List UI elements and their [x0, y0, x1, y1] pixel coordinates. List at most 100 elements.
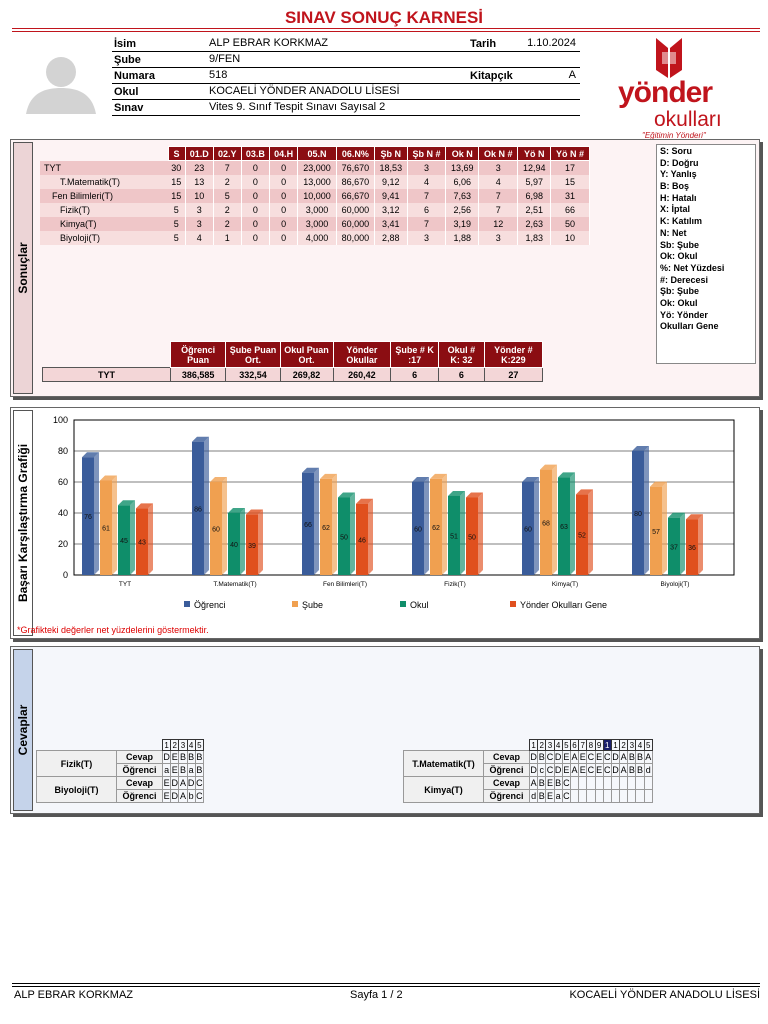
results-header: S	[167, 146, 186, 161]
answer-key-cell: B	[627, 750, 637, 764]
answer-key-cell: B	[186, 750, 196, 764]
results-row-label: Biyoloji(T)	[40, 230, 168, 245]
answer-key-cell: A	[619, 750, 629, 764]
answer-corner	[404, 740, 530, 751]
logo-slogan: "Eğitimin Yönderi"	[642, 131, 706, 140]
answer-key-cell: E	[561, 750, 571, 764]
answer-key-cell: E	[545, 776, 555, 790]
answer-key-cell: D	[553, 750, 563, 764]
results-cell: 3	[478, 230, 519, 245]
bar-top	[430, 473, 447, 479]
results-cell: 23,000	[297, 160, 337, 175]
legend-entry: Yö: Yönder	[660, 309, 708, 320]
bar	[430, 478, 442, 575]
results-cell: 5,97	[517, 174, 551, 189]
answer-row-cevap: Fizik(T) Cevap D E B B B	[36, 750, 204, 777]
answer-key-cell: D	[528, 750, 539, 764]
student-answer-cell: E	[170, 763, 180, 777]
question-number: 4	[553, 739, 563, 751]
info-value: KOCAELİ YÖNDER ANADOLU LİSESİ	[209, 85, 400, 97]
legend-entry: Şb: Şube	[660, 286, 700, 297]
results-header-row: S 01.D 02.Y 03.B 04.H 05.N 06.N% Şb N Şb N # Ok N…	[40, 146, 591, 161]
bar-top	[650, 481, 667, 487]
answer-subject: T.Matematik(T)	[403, 750, 484, 777]
legend-entry: S: Soru	[660, 146, 693, 156]
bar-top	[412, 477, 429, 482]
results-header: 04.H	[268, 146, 299, 161]
summary-header: Okul # K: 32	[437, 341, 485, 368]
bar-side	[112, 475, 117, 575]
question-number: 6	[569, 739, 580, 751]
bar-side	[148, 503, 153, 575]
student-answer-cell: E	[578, 763, 588, 777]
bar-top	[210, 477, 227, 482]
results-cell: 4	[185, 230, 214, 245]
results-cell: 3	[478, 160, 519, 175]
results-header: 06.N%	[335, 146, 376, 161]
info-label-2: Kitapçık	[470, 70, 513, 82]
info-value-2: A	[568, 69, 576, 81]
results-cell: 12	[478, 216, 519, 231]
bar	[100, 480, 112, 575]
bar-side	[130, 500, 135, 575]
bar-value-label: 51	[450, 533, 458, 540]
summary-row-label: TYT	[42, 367, 171, 382]
logo-word1: yönder	[618, 76, 713, 109]
results-cell: 7	[478, 202, 519, 217]
bar-value-label: 76	[84, 514, 92, 521]
results-row-label: Fizik(T)	[40, 202, 168, 217]
results-cell: 3,000	[297, 216, 337, 231]
answer-key-cell: C	[561, 776, 571, 790]
bar-side	[94, 452, 99, 575]
student-answer-cell: E	[561, 763, 571, 777]
y-tick-label: 80	[58, 446, 68, 456]
results-cell: 7	[213, 160, 242, 175]
bar-top	[192, 436, 209, 442]
info-value: 518	[209, 69, 228, 81]
answer-corner	[37, 740, 163, 751]
results-cell: 9,12	[374, 174, 408, 189]
x-tick-label: Fen Bilimleri(T)	[323, 581, 367, 588]
bar-side	[332, 473, 337, 575]
legend-entry: %: Net Yüzdesi	[660, 262, 725, 273]
bar-top	[558, 472, 575, 478]
y-tick-label: 0	[63, 570, 68, 580]
answers-tab: Cevaplar	[13, 649, 33, 811]
x-tick-label: Kimya(T)	[552, 581, 578, 588]
student-answer-cell: C	[561, 789, 571, 803]
results-cell: 50	[550, 216, 591, 231]
summary-value: 386,585	[169, 367, 227, 382]
answer-key-cell: B	[553, 776, 563, 790]
answer-key-cell	[619, 776, 629, 790]
legend-swatch	[184, 601, 190, 607]
legend-entry: N: Net	[660, 227, 687, 238]
bar-top	[320, 473, 337, 479]
bar-side	[368, 498, 373, 575]
legend-entry: Y: Yanlış	[660, 169, 697, 180]
results-cell: 23	[185, 160, 214, 175]
results-cell: 15	[168, 188, 186, 203]
summary-value: 6	[437, 367, 485, 382]
bar-side	[588, 489, 593, 575]
student-answer-cell: D	[610, 763, 621, 777]
bar	[356, 503, 368, 575]
answer-kind-ogrenci: Öğrenci	[483, 789, 530, 803]
results-cell: 0	[269, 160, 299, 175]
answer-key-cell	[578, 776, 588, 790]
question-number: 5	[194, 739, 204, 751]
bar	[228, 513, 240, 575]
bar	[192, 441, 204, 575]
y-tick-label: 20	[58, 539, 68, 549]
bar	[210, 482, 222, 575]
answer-key-cell: A	[569, 750, 580, 764]
student-answer-cell	[586, 789, 596, 803]
student-answer-cell: D	[553, 763, 563, 777]
footer-student: ALP EBRAR KORKMAZ	[14, 989, 133, 1001]
summary-table: Öğrenci Puan Şube Puan Ort. Okul Puan Ort.…	[42, 341, 544, 382]
bar-value-label: 60	[414, 527, 422, 534]
results-cell: 0	[241, 216, 271, 231]
bar-side	[424, 477, 429, 575]
bar-side	[552, 464, 557, 575]
student-answer-cell: d	[528, 789, 539, 803]
